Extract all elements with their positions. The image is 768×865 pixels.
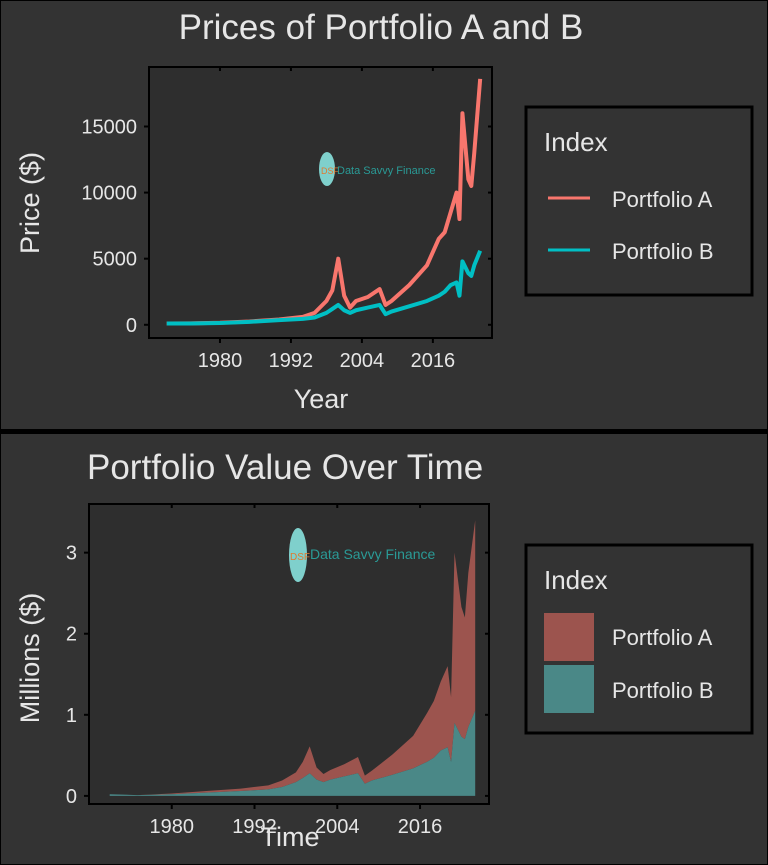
x-tick-label: 1992 [269, 350, 314, 372]
watermark-text: Data Savvy Finance [310, 546, 435, 562]
area-portfolio-b [109, 710, 476, 796]
legend-label-portfolio-a: Portfolio A [612, 187, 713, 212]
x-tick-label: 1992 [232, 816, 277, 838]
x-tick-label: 1980 [198, 350, 243, 372]
value-chart-panel: Portfolio Value Over Time 1980 1992 2004 20… [0, 433, 768, 865]
x-tick-label: 2004 [340, 350, 385, 372]
y-tick-label: 2 [66, 624, 77, 646]
legend: Index Portfolio A Portfolio B [524, 543, 754, 735]
legend-title: Index [544, 565, 608, 595]
legend-key-portfolio-a [544, 613, 594, 661]
svg-text:DSF: DSF [290, 552, 310, 563]
y-tick-label: 15000 [81, 116, 137, 138]
legend-label-portfolio-a: Portfolio A [612, 625, 713, 650]
legend: Index Portfolio A Portfolio B [524, 105, 754, 297]
svg-text:DSF: DSF [321, 166, 340, 176]
y-tick-label: 0 [126, 315, 137, 337]
x-tick-label: 2016 [398, 816, 443, 838]
value-chart: Portfolio Value Over Time 1980 1992 2004 20… [15, 448, 754, 852]
legend-title: Index [544, 127, 608, 157]
plot-area [88, 503, 490, 805]
chart-title: Prices of Portfolio A and B [179, 8, 584, 47]
x-tick-label: 1980 [150, 816, 195, 838]
y-tick-label: 1 [66, 705, 77, 727]
legend-label-portfolio-b: Portfolio B [612, 678, 714, 703]
x-tick-label: 2004 [315, 816, 360, 838]
x-tick-label: 2016 [411, 350, 456, 372]
plot-area [148, 66, 493, 339]
x-axis-label: Year [294, 384, 349, 414]
price-chart: Prices of Portfolio A and B DSF Data Sav… [15, 8, 754, 414]
watermark-logo: DSF Data Savvy Finance [319, 152, 435, 186]
y-tick-label: 0 [66, 786, 77, 808]
watermark-logo: DSF Data Savvy Finance [289, 528, 435, 582]
watermark-text: Data Savvy Finance [337, 165, 435, 177]
x-axis-label: Time [261, 822, 320, 852]
y-axis-label: Millions ($) [15, 593, 45, 724]
y-axis-label: Price ($) [15, 152, 45, 254]
y-tick-label: 5000 [93, 249, 138, 271]
y-tick-label: 10000 [81, 183, 137, 205]
price-chart-panel: Prices of Portfolio A and B DSF Data Sav… [0, 0, 768, 430]
series-line-portfolio-b [166, 249, 483, 326]
legend-key-portfolio-b [544, 665, 594, 713]
chart-title: Portfolio Value Over Time [87, 448, 483, 487]
legend-label-portfolio-b: Portfolio B [612, 239, 714, 264]
y-tick-label: 3 [66, 543, 77, 565]
